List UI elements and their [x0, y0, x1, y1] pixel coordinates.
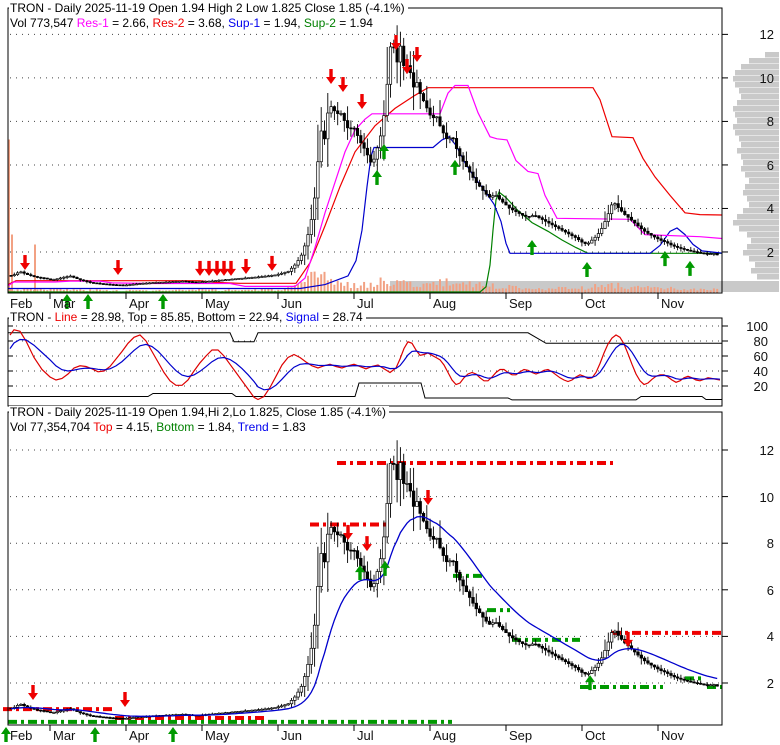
- osc-label-100: 100: [746, 319, 768, 334]
- title-segment: Vol 77,354,704: [10, 420, 94, 434]
- panel2-bands: [8, 332, 722, 401]
- month-label-nov-2: Nov: [661, 728, 685, 743]
- osc-label-20: 20: [753, 379, 768, 394]
- osc-label-80: 80: [753, 334, 768, 349]
- panel3-trend-line: [10, 515, 718, 717]
- title-segment: = 1.94: [335, 16, 373, 30]
- panel3-signal-arrows: [28, 489, 633, 707]
- title-segment: Sup-1: [228, 16, 261, 30]
- month-label-jul-2: Jul: [357, 728, 374, 743]
- panel1-candles: [9, 25, 719, 287]
- title-segment: Vol 773,547: [10, 16, 77, 30]
- month-label-aug-2: Aug: [433, 728, 457, 743]
- price-label-4: 4: [766, 201, 774, 217]
- title-segment: Res-2: [152, 16, 185, 30]
- month-label-oct-2: Oct: [585, 728, 606, 743]
- panel1-overlay-lines: [7, 84, 723, 293]
- panel1-title-line1: TRON - Daily 2025-11-19 Open 1.94 High 2…: [9, 2, 408, 15]
- panel3-right-ticks: [722, 449, 728, 684]
- panel3-title-line2: Vol 77,354,704 Top = 4.15, Bottom = 1.84…: [9, 421, 309, 434]
- price-label-12: 12: [759, 27, 774, 43]
- price2-label-12: 12: [759, 443, 774, 458]
- month-label-feb-2: Feb: [10, 728, 33, 743]
- axis-buy-arrows: [1, 294, 178, 742]
- month-label-may-2: May: [205, 728, 230, 743]
- panel1-title-line2: Vol 773,547 Res-1 = 2.66, Res-2 = 3.68, …: [9, 17, 376, 30]
- price2-label-6: 6: [766, 582, 774, 598]
- panel1-volume-bars: [8, 139, 719, 293]
- panel2-title: TRON - Line = 28.98, Top = 85.85, Bottom…: [9, 311, 366, 324]
- title-segment: = 1.84,: [194, 420, 238, 434]
- panel3-title-line1: TRON - Daily 2025-11-19 Open 1.94,Hi 2,L…: [9, 406, 389, 419]
- price2-label-10: 10: [759, 489, 774, 505]
- month-label-aug: Aug: [433, 296, 457, 311]
- month-label-jul: Jul: [357, 296, 374, 311]
- title-segment: = 28.74: [318, 310, 363, 324]
- month-label-feb: Feb: [10, 296, 33, 311]
- month-label-nov: Nov: [661, 296, 685, 311]
- month-label-sep: Sep: [509, 296, 533, 311]
- price-label-2: 2: [766, 244, 774, 260]
- price-label-8: 8: [766, 114, 774, 130]
- month-label-mar-2: Mar: [53, 728, 76, 743]
- panel1-signal-arrows: [20, 35, 695, 277]
- panel2-line: [9, 329, 721, 401]
- title-segment: Top: [93, 420, 113, 434]
- title-segment: TRON -: [10, 310, 55, 324]
- month-label-jun-2: Jun: [281, 728, 302, 743]
- panel2-frame: [7, 317, 723, 407]
- title-segment: TRON - Daily 2025-11-19 Open 1.94,Hi 2,L…: [10, 405, 386, 419]
- month-label-may: May: [205, 296, 230, 311]
- month-label-apr-2: Apr: [129, 728, 150, 743]
- title-segment: = 1.83: [268, 420, 306, 434]
- panel2-ticks: [8, 325, 728, 387]
- title-segment: = 4.15,: [112, 420, 157, 434]
- title-segment: = 28.98, Top = 85.85, Bottom = 22.94,: [77, 310, 286, 324]
- x-axis-ticks: [49, 293, 659, 731]
- month-label-jun: Jun: [281, 296, 302, 311]
- title-segment: = 3.68,: [184, 16, 229, 30]
- title-segment: = 1.94,: [260, 16, 304, 30]
- title-segment: Signal: [285, 310, 319, 324]
- title-segment: = 2.66,: [108, 16, 153, 30]
- price-label-10: 10: [759, 70, 774, 86]
- panel1-right-ticks: [722, 33, 728, 253]
- price2-label-8: 8: [766, 536, 774, 552]
- title-segment: Res-1: [76, 16, 109, 30]
- month-label-apr: Apr: [129, 296, 150, 311]
- title-segment: TRON - Daily 2025-11-19 Open 1.94 High 2…: [10, 1, 405, 15]
- price2-label-2: 2: [766, 676, 774, 691]
- title-segment: Bottom: [156, 420, 195, 434]
- title-segment: Trend: [237, 420, 269, 434]
- price-label-6: 6: [766, 157, 774, 173]
- month-label-mar: Mar: [53, 296, 76, 311]
- price2-label-4: 4: [766, 629, 774, 645]
- panel2-gridlines: [10, 325, 721, 387]
- month-label-oct: Oct: [585, 296, 606, 311]
- month-label-sep-2: Sep: [509, 728, 533, 743]
- osc-label-60: 60: [753, 349, 768, 364]
- osc-label-40: 40: [753, 364, 768, 379]
- panel3-level-segments: [3, 461, 722, 724]
- panel1-volume-profile: [390, 52, 779, 292]
- panel1-frame: [7, 7, 723, 294]
- title-segment: Sup-2: [303, 16, 336, 30]
- title-segment: Line: [54, 310, 78, 324]
- panel2-signal: [9, 338, 721, 391]
